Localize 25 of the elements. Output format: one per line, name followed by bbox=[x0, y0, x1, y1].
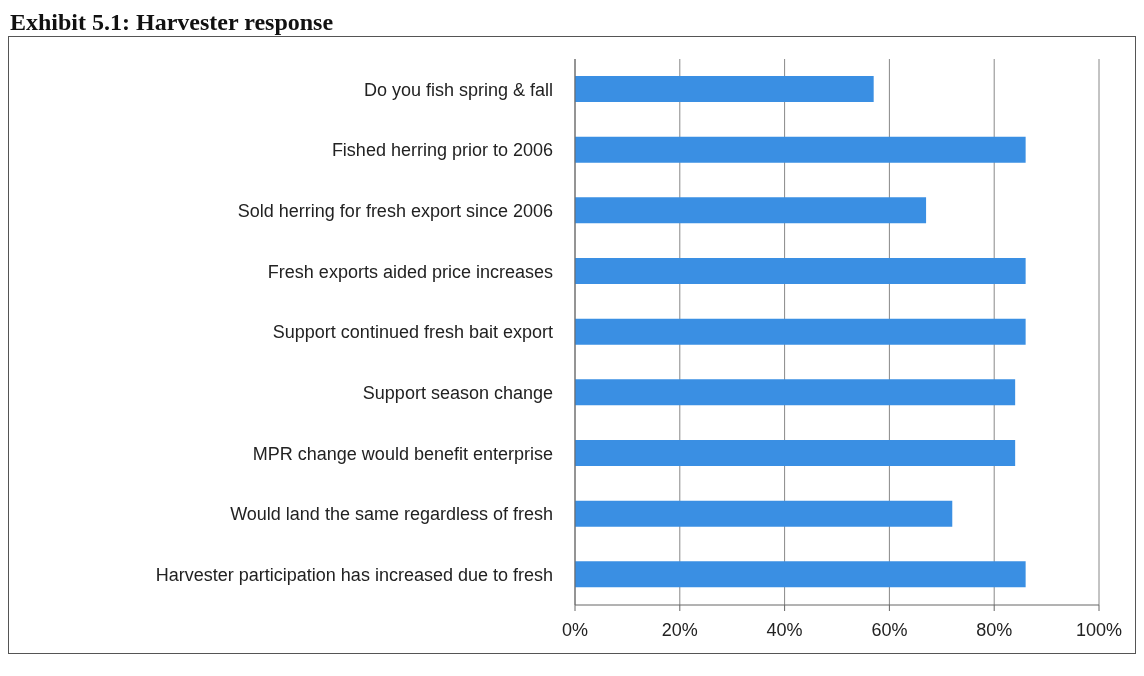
x-tick-label: 40% bbox=[766, 619, 803, 640]
y-tick-label: Harvester participation has increased due to fresh bbox=[155, 565, 553, 586]
bar bbox=[575, 379, 1016, 406]
bar bbox=[575, 500, 953, 527]
bar bbox=[575, 561, 1026, 588]
bar bbox=[575, 318, 1026, 345]
x-tick-label: 80% bbox=[976, 619, 1013, 640]
bar bbox=[575, 258, 1026, 284]
y-tick-label: Sold herring for fresh export since 2006 bbox=[237, 201, 553, 222]
y-tick-label: Do you fish spring & fall bbox=[363, 79, 553, 100]
y-tick-label: Support season change bbox=[362, 383, 553, 404]
y-tick-label: Would land the same regardless of fresh bbox=[230, 504, 553, 525]
y-tick-label: Fished herring prior to 2006 bbox=[331, 140, 553, 161]
x-tick-label: 20% bbox=[661, 619, 698, 640]
x-tick-label: 100% bbox=[1075, 619, 1123, 640]
x-tick-label: 0% bbox=[561, 619, 589, 640]
bar bbox=[575, 440, 1016, 466]
text: Exhibit 5.1: Harvester response bbox=[9, 8, 335, 36]
bar bbox=[575, 76, 874, 102]
y-tick-label: Support continued fresh bait export bbox=[272, 322, 553, 343]
y-tick-label: Fresh exports aided price increases bbox=[267, 261, 553, 282]
y-tick-label: MPR change would benefit enterprise bbox=[252, 443, 553, 464]
bar bbox=[575, 197, 927, 224]
x-tick-label: 60% bbox=[871, 619, 908, 640]
bar bbox=[575, 136, 1026, 163]
